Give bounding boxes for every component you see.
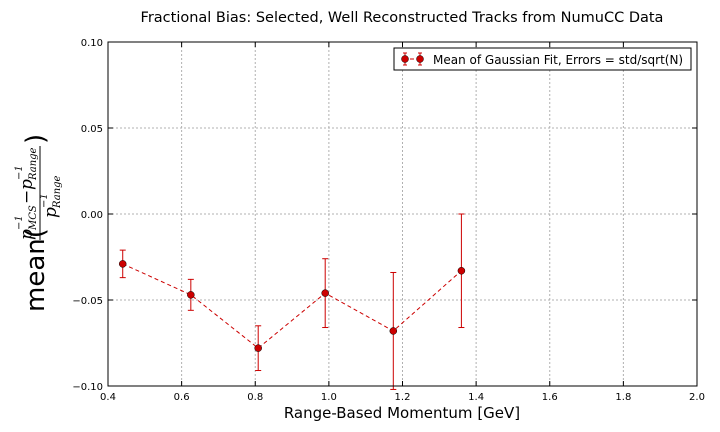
y-axis-label-numerator: p −1 MCS − p −1 Range: [14, 147, 39, 240]
x-tick-label: 1.6: [542, 392, 558, 403]
data-point: [457, 267, 466, 275]
x-tick-label: 1.0: [321, 392, 337, 403]
numerator-p1-sup: −1: [14, 215, 25, 230]
x-axis-label: Range-Based Momentum [GeV]: [284, 404, 520, 422]
data-point: [389, 327, 398, 335]
legend-box: [393, 47, 692, 71]
x-tick-label: 0.6: [174, 392, 190, 403]
numerator-minus: −: [17, 190, 37, 204]
x-tick-label: 2.0: [689, 392, 705, 403]
denominator-p: p: [41, 207, 61, 218]
y-tick-label: −0.05: [72, 296, 103, 307]
numerator-p2-sub: Range: [28, 147, 39, 181]
numerator-p2: p: [17, 179, 37, 190]
denominator-sup: −1: [39, 193, 50, 208]
x-tick-label: 1.4: [468, 392, 484, 403]
y-axis-label-prefix: mean(: [21, 228, 51, 312]
plot-series: [118, 213, 466, 390]
x-tick-label: 0.4: [100, 392, 116, 403]
legend-marker: [401, 55, 409, 63]
data-point: [254, 344, 262, 352]
y-tick-label: −0.10: [72, 382, 103, 393]
data-point: [321, 289, 329, 297]
y-axis-label-suffix: ): [21, 134, 51, 144]
legend-handle: [401, 52, 424, 66]
y-axis-label: mean( p −1 MCS − p −1 Range p −1 Range ): [14, 134, 63, 312]
legend-marker: [416, 55, 424, 63]
x-tick-label: 1.8: [615, 392, 631, 403]
numerator-p2-sup: −1: [14, 165, 25, 180]
y-axis-label-denominator: p −1 Range: [39, 175, 63, 218]
axis-ticks: 0.4 0.6 0.8 1.0 1.2 1.4 1.6 1.8 2.0 −0.10 −0.05 0.0…: [72, 38, 705, 403]
x-tick-label: 0.8: [247, 392, 263, 403]
data-point: [118, 260, 127, 268]
denominator-sub: Range: [52, 175, 63, 209]
y-tick-label: 0.00: [81, 210, 103, 221]
numerator-p1-sub: MCS: [28, 205, 39, 231]
numerator-p1: p: [17, 229, 37, 240]
legend-label: Mean of Gaussian Fit, Errors = std/sqrt(…: [433, 53, 683, 67]
chart-title: Fractional Bias: Selected, Well Reconstr…: [141, 10, 664, 26]
series-line: [122, 263, 462, 349]
data-point: [187, 291, 195, 299]
x-tick-label: 1.2: [395, 392, 411, 403]
grid: [108, 42, 697, 386]
legend: Mean of Gaussian Fit, Errors = std/sqrt(…: [393, 47, 692, 71]
y-tick-label: 0.05: [81, 124, 103, 135]
y-tick-label: 0.10: [81, 38, 103, 49]
